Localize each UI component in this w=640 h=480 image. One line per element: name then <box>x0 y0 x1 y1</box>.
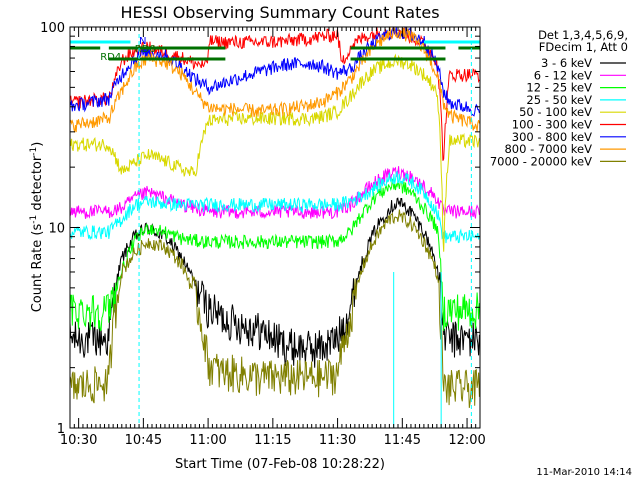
footer-date: 11-Mar-2010 14:14 <box>536 467 632 478</box>
x-tick-label-0: 10:30 <box>60 433 97 448</box>
x-tick-label-2: 11:00 <box>189 433 226 448</box>
x-tick-label-6: 12:00 <box>448 433 485 448</box>
flag-label-rd4: RD4 <box>100 52 121 63</box>
legend-label-0: 3 - 6 keV <box>541 56 592 70</box>
x-tick-label-4: 11:30 <box>319 433 356 448</box>
legend-header-line-2: FDecim 1, Att 0 <box>539 40 628 54</box>
svg-text:Count Rate (s-1 detector-1): Count Rate (s-1 detector-1) <box>29 142 45 313</box>
legend-label-3: 25 - 50 keV <box>526 93 592 107</box>
series-line-4 <box>69 53 480 252</box>
legend-header-line-1: Det 1,3,4,5,6,9, <box>538 28 628 42</box>
y-axis-label-mid: detector <box>30 155 45 215</box>
flag-label-n: N <box>139 36 146 47</box>
legend-label-6: 300 - 800 keV <box>512 130 592 144</box>
legend: Det 1,3,4,5,6,9, FDecim 1, Att 0 3 - 6 k… <box>490 28 628 168</box>
y-tick-label-0: 1 <box>57 422 65 437</box>
y-tick-label-1: 10 <box>48 222 65 237</box>
series-line-8 <box>69 209 480 408</box>
legend-label-4: 50 - 100 keV <box>519 105 592 119</box>
series-line-7 <box>69 26 480 133</box>
legend-label-7: 800 - 7000 keV <box>504 142 592 156</box>
series-line-0 <box>69 197 480 368</box>
x-tick-label-1: 10:45 <box>125 433 162 448</box>
legend-label-5: 100 - 300 keV <box>512 118 592 132</box>
x-axis-label: Start Time (07-Feb-08 10:28:22) <box>175 457 385 472</box>
y-axis-label: Count Rate (s-1 detector-1) <box>29 142 45 313</box>
y-axis-label-main: Count Rate (s <box>30 224 45 313</box>
legend-label-8: 7000 - 20000 keV <box>490 154 592 168</box>
series-line-3 <box>69 170 480 244</box>
x-tick-label-5: 11:45 <box>384 433 421 448</box>
y-tick-label-2: 100 <box>40 21 65 36</box>
legend-label-2: 12 - 25 keV <box>526 81 592 95</box>
y-axis-label-sup2: -1 <box>29 147 39 156</box>
x-tick-label-3: 11:15 <box>254 433 291 448</box>
series-line-2 <box>69 178 480 332</box>
flag-label-rd0: RD0 <box>135 44 156 55</box>
legend-label-1: 6 - 12 keV <box>534 68 592 82</box>
y-axis-label-sup1: -1 <box>29 215 39 224</box>
y-axis-label-end: ) <box>30 142 45 147</box>
chart-title: HESSI Observing Summary Count Rates <box>120 3 439 22</box>
